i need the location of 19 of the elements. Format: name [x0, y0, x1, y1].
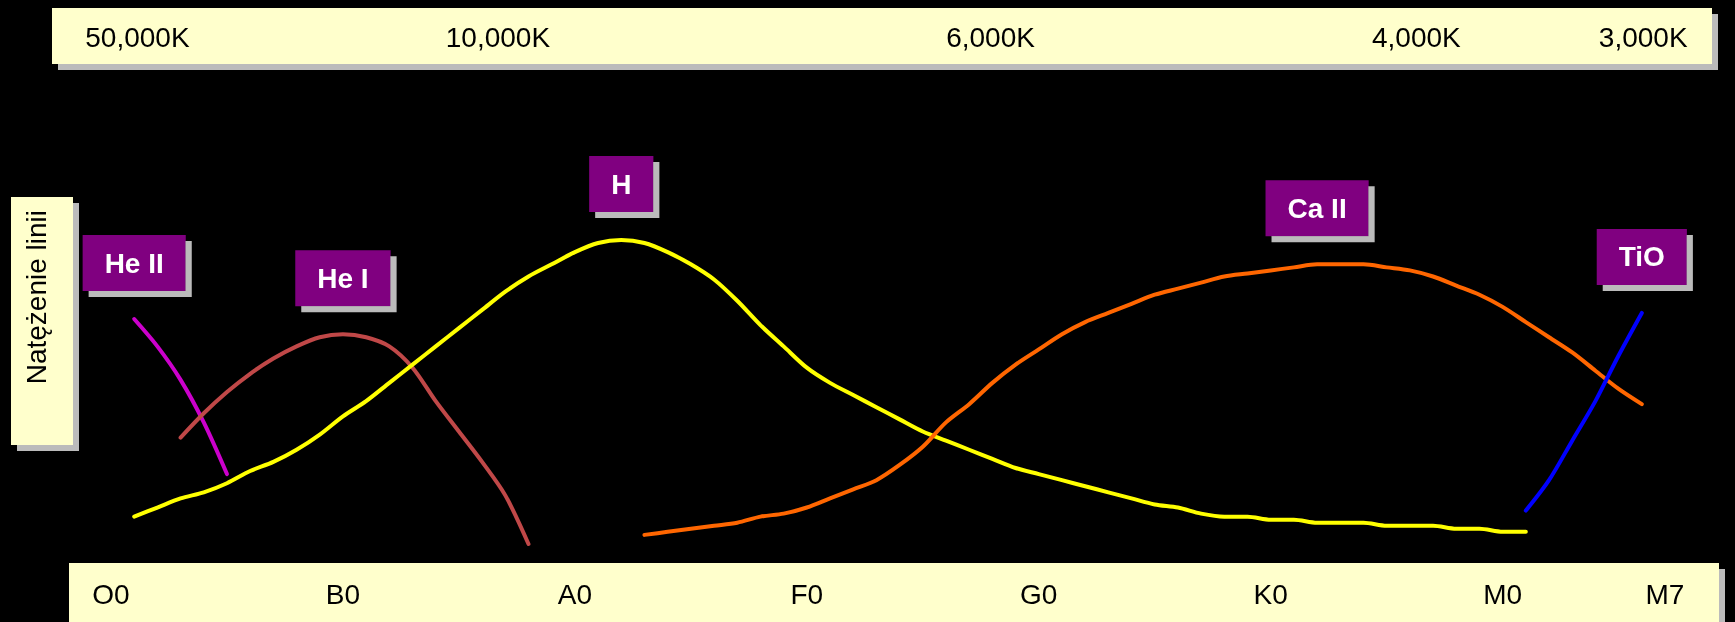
series-label: He II — [104, 247, 164, 279]
text: 6,000K — [946, 21, 1036, 53]
x-tick-label: M7 — [1645, 578, 1685, 610]
x-tick-label: O0 — [92, 578, 130, 610]
y-axis-title: Natężenie linii — [20, 209, 52, 385]
x-tick-label: K0 — [1253, 578, 1288, 610]
text: 50,000K — [85, 21, 190, 53]
series-label: TiO — [1618, 241, 1665, 273]
x-tick-label: A0 — [557, 578, 593, 610]
text: 3,000K — [1598, 21, 1688, 53]
series-label: He I — [317, 262, 369, 294]
x-tick-label: F0 — [790, 578, 824, 610]
x-tick-label: B0 — [325, 578, 361, 610]
series-label: Ca II — [1287, 192, 1347, 224]
x-tick-label: M0 — [1483, 578, 1523, 610]
text: 10,000K — [445, 21, 551, 53]
text: 4,000K — [1371, 21, 1462, 53]
series-label: H — [611, 168, 632, 200]
x-tick-label: G0 — [1020, 578, 1058, 610]
